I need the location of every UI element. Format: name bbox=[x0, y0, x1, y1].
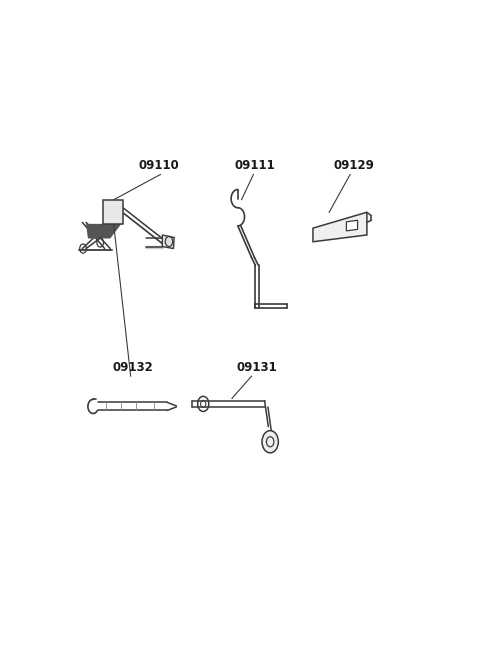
Polygon shape bbox=[313, 212, 367, 242]
Polygon shape bbox=[347, 220, 358, 231]
Polygon shape bbox=[162, 235, 174, 248]
FancyBboxPatch shape bbox=[103, 200, 123, 224]
Text: 09131: 09131 bbox=[237, 361, 277, 373]
Text: 09132: 09132 bbox=[112, 361, 153, 373]
Text: 09129: 09129 bbox=[334, 159, 374, 172]
Text: 09111: 09111 bbox=[235, 159, 276, 172]
Circle shape bbox=[262, 430, 278, 453]
Text: 09110: 09110 bbox=[138, 159, 179, 172]
Polygon shape bbox=[86, 224, 121, 238]
